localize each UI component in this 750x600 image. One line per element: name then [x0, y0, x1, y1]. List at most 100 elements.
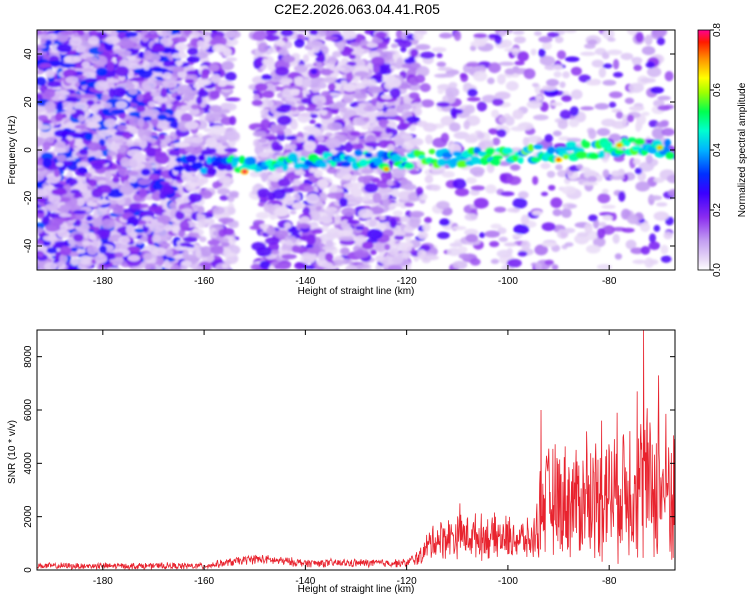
noise-blob — [209, 90, 220, 100]
noise-blob — [258, 223, 269, 230]
noise-blob — [506, 207, 521, 213]
noise-blob — [120, 37, 131, 46]
noise-blob — [138, 67, 153, 79]
noise-blob — [406, 116, 420, 123]
noise-blob — [129, 202, 144, 210]
noise-blob — [260, 108, 271, 117]
noise-blob — [290, 245, 300, 252]
noise-blob — [257, 42, 269, 53]
noise-blob — [541, 41, 552, 50]
noise-blob — [210, 124, 227, 136]
noise-blob — [588, 214, 598, 222]
noise-blob — [498, 236, 508, 243]
noise-blob — [309, 119, 316, 125]
colorbar-ticks: 0.00.20.40.60.8 — [710, 23, 723, 277]
noise-blob — [73, 209, 87, 215]
noise-blob — [180, 193, 191, 204]
noise-blob — [476, 132, 485, 139]
noise-blob — [199, 31, 212, 36]
noise-blob — [361, 241, 374, 250]
noise-blob — [76, 248, 86, 254]
signal-blob — [533, 144, 544, 150]
noise-blob — [621, 114, 629, 124]
noise-blob — [44, 261, 58, 270]
noise-blob — [337, 230, 353, 237]
noise-blob — [364, 141, 380, 148]
noise-blob — [160, 141, 168, 148]
noise-blob — [85, 56, 99, 62]
noise-blob — [374, 31, 388, 39]
noise-blob — [284, 127, 293, 139]
noise-blob — [375, 255, 384, 262]
noise-blob — [498, 30, 507, 37]
noise-blob — [87, 141, 102, 152]
noise-blob — [389, 202, 403, 207]
noise-blob — [304, 185, 315, 193]
noise-blob — [59, 245, 72, 256]
noise-blob — [599, 211, 614, 217]
noise-blob — [564, 56, 580, 63]
noise-blob — [541, 241, 558, 248]
noise-blob — [470, 185, 485, 191]
noise-blob — [54, 112, 64, 122]
signal-blob — [206, 167, 217, 176]
noise-blob — [377, 182, 388, 187]
noise-blob — [649, 195, 663, 201]
noise-blob — [68, 178, 78, 187]
noise-blob — [224, 147, 238, 153]
noise-blob — [161, 30, 172, 37]
noise-blob — [65, 76, 79, 84]
noise-blob — [37, 196, 46, 204]
noise-blob — [354, 249, 370, 259]
noise-blob — [223, 102, 237, 111]
noise-blob — [97, 46, 105, 53]
noise-blob — [294, 170, 306, 176]
noise-blob — [297, 105, 306, 112]
noise-blob — [409, 124, 416, 132]
noise-blob — [366, 42, 379, 48]
noise-blob — [65, 96, 79, 103]
noise-blob — [197, 205, 205, 214]
noise-blob — [270, 123, 278, 135]
noise-blob — [648, 259, 659, 265]
noise-blob — [540, 191, 549, 197]
noise-blob — [196, 214, 206, 222]
snr-y-tick-label: 8000 — [23, 345, 34, 368]
noise-blob — [580, 106, 594, 111]
noise-blob — [221, 60, 235, 71]
noise-blob — [171, 36, 187, 43]
snr-ylabel: SNR (10 * v/v) — [7, 420, 18, 484]
spectrogram-x-tick-label: -160 — [194, 276, 214, 287]
noise-blob — [137, 127, 145, 139]
noise-blob — [361, 78, 370, 88]
noise-blob — [56, 43, 73, 53]
noise-blob — [644, 34, 653, 46]
noise-blob — [95, 67, 108, 77]
noise-blob — [375, 241, 387, 253]
noise-blob — [339, 236, 355, 241]
noise-blob — [181, 207, 193, 215]
noise-blob — [119, 243, 129, 250]
noise-blob — [436, 101, 450, 108]
noise-blob — [532, 82, 539, 88]
noise-blob — [656, 37, 666, 46]
signal-blob — [173, 165, 185, 172]
noise-blob — [94, 253, 108, 264]
noise-blob — [315, 61, 323, 67]
noise-blob — [341, 57, 349, 65]
signal-blob — [358, 158, 369, 168]
noise-blob — [464, 104, 476, 114]
noise-blob — [484, 230, 500, 238]
noise-blob — [165, 116, 177, 123]
noise-blob — [183, 236, 198, 243]
noise-blob — [552, 64, 564, 71]
noise-blob — [540, 162, 551, 170]
spectrogram-heatmap — [37, 30, 675, 270]
noise-blob — [289, 143, 297, 151]
noise-blob — [201, 69, 209, 81]
noise-blob — [651, 30, 668, 38]
colorbar-tick-label: 0.6 — [712, 83, 723, 97]
noise-blob — [612, 58, 620, 70]
noise-blob — [107, 191, 124, 198]
signal-blob — [634, 138, 646, 146]
